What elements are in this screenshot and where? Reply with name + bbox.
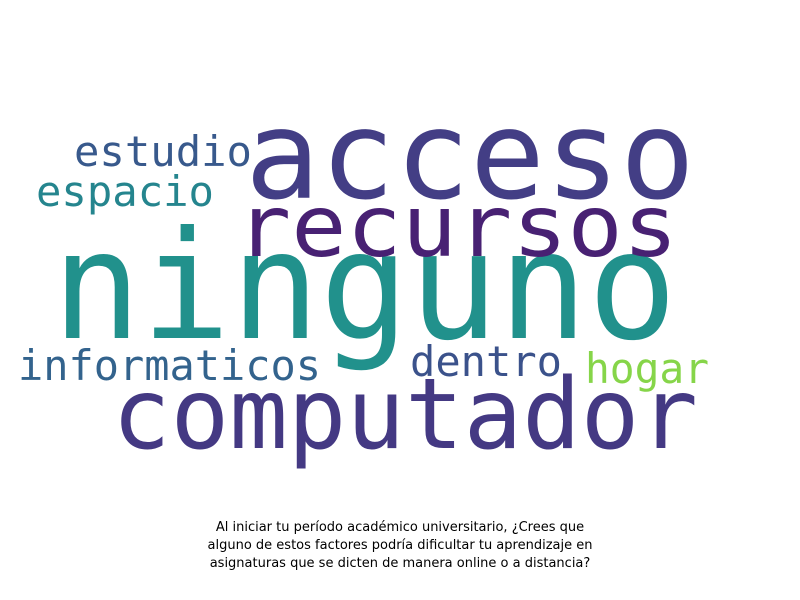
- caption-line-2: alguno de estos factores podría dificult…: [207, 538, 593, 553]
- word-hogar: hogar: [585, 344, 709, 393]
- caption-line-1: Al iniciar tu período académico universi…: [215, 520, 585, 535]
- word-estudio: estudio: [74, 127, 252, 176]
- word-computador: computador: [112, 358, 698, 472]
- word-recursos: recursos: [236, 177, 678, 277]
- word-ninguno: ninguno: [52, 200, 677, 374]
- caption-line-3: asignaturas que se dicten de manera onli…: [209, 556, 591, 571]
- word-espacio: espacio: [36, 167, 214, 216]
- word-informaticos: informaticos: [18, 341, 321, 390]
- word-acceso: acceso: [245, 85, 695, 227]
- word-dentro: dentro: [410, 337, 562, 386]
- figure-caption: Al iniciar tu período académico universi…: [150, 519, 650, 573]
